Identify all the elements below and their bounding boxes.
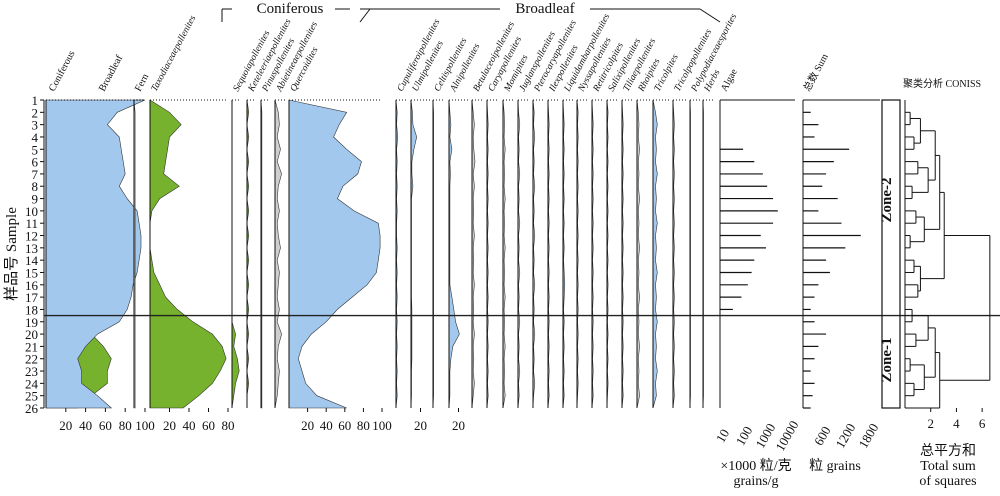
panel-tick-label: 40 bbox=[320, 418, 333, 433]
area-quercoidites bbox=[288, 99, 381, 409]
panel-tick-label: 40 bbox=[79, 418, 92, 433]
sample-label: 23 bbox=[25, 364, 38, 379]
panel-tick-label: 20 bbox=[163, 418, 176, 433]
sample-label: 7 bbox=[32, 167, 39, 182]
sample-label: 10 bbox=[25, 204, 38, 219]
cluster-tick-label: 4 bbox=[953, 416, 960, 431]
cluster-title: 聚类分析 CONISS bbox=[903, 77, 981, 90]
zone-label-2: Zone-2 bbox=[879, 178, 895, 223]
cluster-xlabel: Total sum bbox=[920, 459, 976, 474]
bar-panel-xlabel: 粒 grains bbox=[809, 458, 861, 474]
group-header-coniferous: Coniferous bbox=[257, 1, 324, 17]
area-taxodiaceaepollenites bbox=[149, 99, 227, 409]
sample-label: 6 bbox=[32, 155, 39, 170]
area-broadleaf bbox=[45, 99, 146, 409]
sample-label: 19 bbox=[25, 315, 38, 330]
panel-tick-label: 60 bbox=[338, 418, 351, 433]
panel-tick-label: 80 bbox=[119, 418, 132, 433]
panel-label: Fern bbox=[133, 72, 151, 93]
sample-label: 11 bbox=[25, 216, 38, 231]
bar-panel-xlabel: grains/g bbox=[733, 474, 778, 489]
zone-label-1: Zone-1 bbox=[879, 338, 895, 383]
bar-tick-label: 10 bbox=[713, 426, 732, 445]
sample-label: 24 bbox=[25, 376, 39, 391]
panel-label: Coniferous bbox=[47, 49, 78, 93]
sample-label: 3 bbox=[32, 118, 39, 133]
panel-tick-label: 60 bbox=[99, 418, 112, 433]
sample-label: 25 bbox=[25, 389, 38, 404]
sample-label: 15 bbox=[25, 265, 38, 280]
sample-label: 4 bbox=[32, 130, 39, 145]
sample-label: 17 bbox=[25, 290, 39, 305]
sample-label: 8 bbox=[32, 179, 39, 194]
sample-label: 2 bbox=[32, 105, 39, 120]
panel-tick-label: 20 bbox=[301, 418, 314, 433]
area-sequoiapollenites bbox=[231, 100, 240, 409]
bar-panel-xlabel: ×1000 粒/克 bbox=[720, 458, 791, 474]
sample-label: 18 bbox=[25, 302, 38, 317]
cluster-xlabel: of squares bbox=[919, 474, 976, 489]
group-bracket bbox=[359, 8, 371, 23]
sample-label: 26 bbox=[25, 401, 39, 416]
sample-label: 5 bbox=[32, 142, 39, 157]
area-alnipollenites bbox=[448, 99, 460, 409]
panel-tick-label: 20 bbox=[59, 418, 72, 433]
sample-label: 16 bbox=[25, 278, 39, 293]
cluster-tick-label: 6 bbox=[979, 416, 986, 431]
zone-box bbox=[881, 99, 901, 409]
sample-label: 1 bbox=[32, 93, 39, 108]
area-betulaceoipollenites bbox=[471, 99, 476, 409]
panel-tick-label: 20 bbox=[452, 418, 465, 433]
panel-tick-label: 80 bbox=[357, 418, 370, 433]
panel-tick-label: 60 bbox=[202, 418, 215, 433]
panel-tick-label: 100 bbox=[135, 418, 155, 433]
area-tricolpites bbox=[652, 99, 658, 409]
panel-label: Taxodiaceaepollenites bbox=[150, 14, 199, 94]
area-ulmipollenites bbox=[410, 99, 418, 409]
area-rhoipites bbox=[636, 99, 640, 409]
panel-tick-label: 100 bbox=[372, 418, 392, 433]
sample-label: 21 bbox=[25, 339, 38, 354]
bar-panel-label: Algae bbox=[719, 67, 740, 94]
bar-tick-label: 1800 bbox=[855, 421, 881, 451]
group-bracket bbox=[699, 8, 721, 23]
area-momipites bbox=[502, 99, 506, 409]
area-abietineaepollenites bbox=[274, 99, 282, 409]
sample-label: 22 bbox=[25, 352, 38, 367]
bar-tick-label: 1200 bbox=[832, 421, 858, 451]
sample-label: 20 bbox=[25, 327, 38, 342]
bar-tick-label: 10000 bbox=[772, 418, 801, 454]
bar-panel-label: 总数 Sum bbox=[800, 51, 831, 93]
sample-label: 9 bbox=[32, 192, 39, 207]
cluster-xlabel: 总平方和 bbox=[920, 443, 976, 459]
panel-tick-label: 20 bbox=[414, 418, 427, 433]
panel-label: Broadleaf bbox=[97, 53, 126, 94]
sample-label: 14 bbox=[25, 253, 39, 268]
panel-tick-label: 80 bbox=[222, 418, 235, 433]
group-header-broadleaf: Broadleaf bbox=[515, 1, 574, 17]
bar-tick-label: 100 bbox=[733, 424, 756, 448]
y-axis-title: 样品号 Sample bbox=[3, 207, 20, 301]
bar-tick-label: 600 bbox=[811, 424, 834, 448]
sample-label: 12 bbox=[25, 229, 38, 244]
cluster-tick-label: 2 bbox=[927, 416, 934, 431]
sample-label: 13 bbox=[25, 241, 38, 256]
panel-tick-label: 40 bbox=[183, 418, 196, 433]
